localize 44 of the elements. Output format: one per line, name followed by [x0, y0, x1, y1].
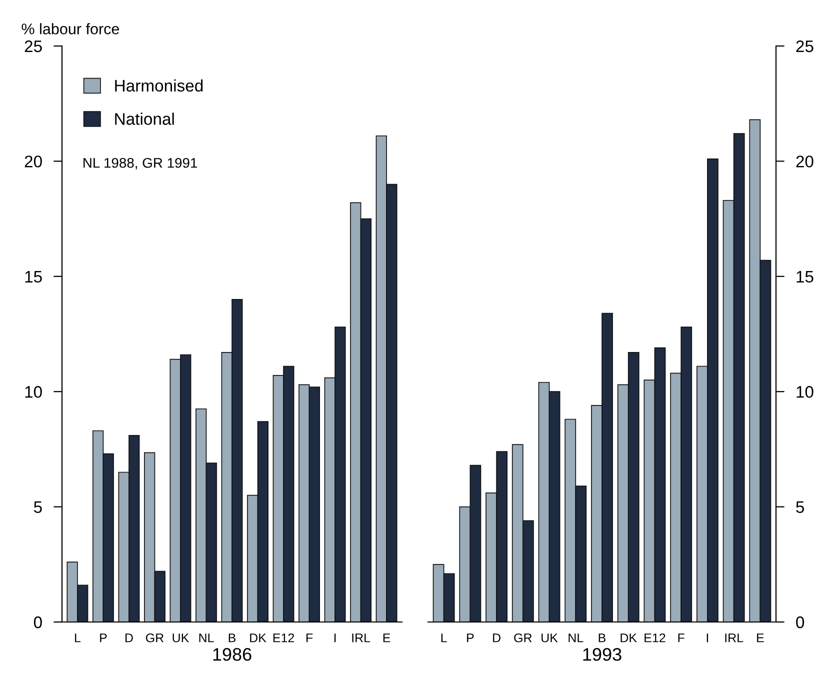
y-tick-label: 20	[796, 156, 814, 168]
y-tick-label: 0	[34, 616, 42, 628]
x-tick-label: GR	[146, 633, 164, 642]
legend-label: National	[115, 112, 174, 125]
x-tick-label: IRL	[725, 634, 744, 642]
x-tick-label: D	[493, 634, 500, 642]
x-tick-label: E12	[644, 633, 666, 642]
x-tick-label: P	[100, 634, 107, 642]
y-tick-label: 10	[796, 386, 814, 398]
y-tick-label: 25	[24, 40, 42, 52]
x-tick-label: B	[228, 634, 236, 642]
x-tick-label: DK	[250, 634, 266, 642]
x-tick-label: NL	[199, 634, 214, 642]
x-tick-label: UK	[542, 634, 558, 642]
x-tick-label: E	[383, 634, 390, 642]
x-axis-title: 1986	[213, 648, 252, 661]
y-tick-label: 15	[25, 270, 42, 283]
x-tick-label: P	[467, 634, 474, 642]
x-tick-label: UK	[172, 634, 190, 642]
x-tick-label: GR	[514, 633, 532, 642]
y-tick-label: 25	[796, 40, 814, 52]
y-tick-label: 20	[24, 156, 42, 168]
annotation: NL 1988, GR 1991	[84, 158, 198, 170]
x-axis-title: 1993	[583, 648, 622, 661]
x-tick-label: E12	[273, 633, 294, 642]
x-tick-label: F	[306, 634, 313, 642]
x-tick-label: F	[678, 634, 684, 642]
y-tick-label: 15	[796, 270, 814, 283]
x-tick-label: IRL	[352, 634, 370, 642]
y-axis-title: % labour force	[22, 23, 120, 34]
x-tick-label: L	[75, 634, 81, 642]
x-tick-label: I	[334, 634, 336, 642]
y-tick-label: 5	[34, 501, 42, 514]
y-tick-label: 5	[796, 501, 804, 514]
x-tick-label: I	[706, 634, 708, 642]
x-tick-label: DK	[620, 634, 637, 642]
x-tick-label: E	[757, 634, 764, 642]
y-tick-label: 0	[796, 616, 804, 628]
x-tick-label: L	[441, 634, 447, 642]
y-tick-label: 10	[25, 386, 42, 398]
x-tick-label: D	[125, 634, 133, 642]
legend-label: Harmonised	[115, 79, 203, 92]
x-tick-label: B	[598, 634, 606, 642]
x-tick-label: NL	[568, 634, 584, 642]
